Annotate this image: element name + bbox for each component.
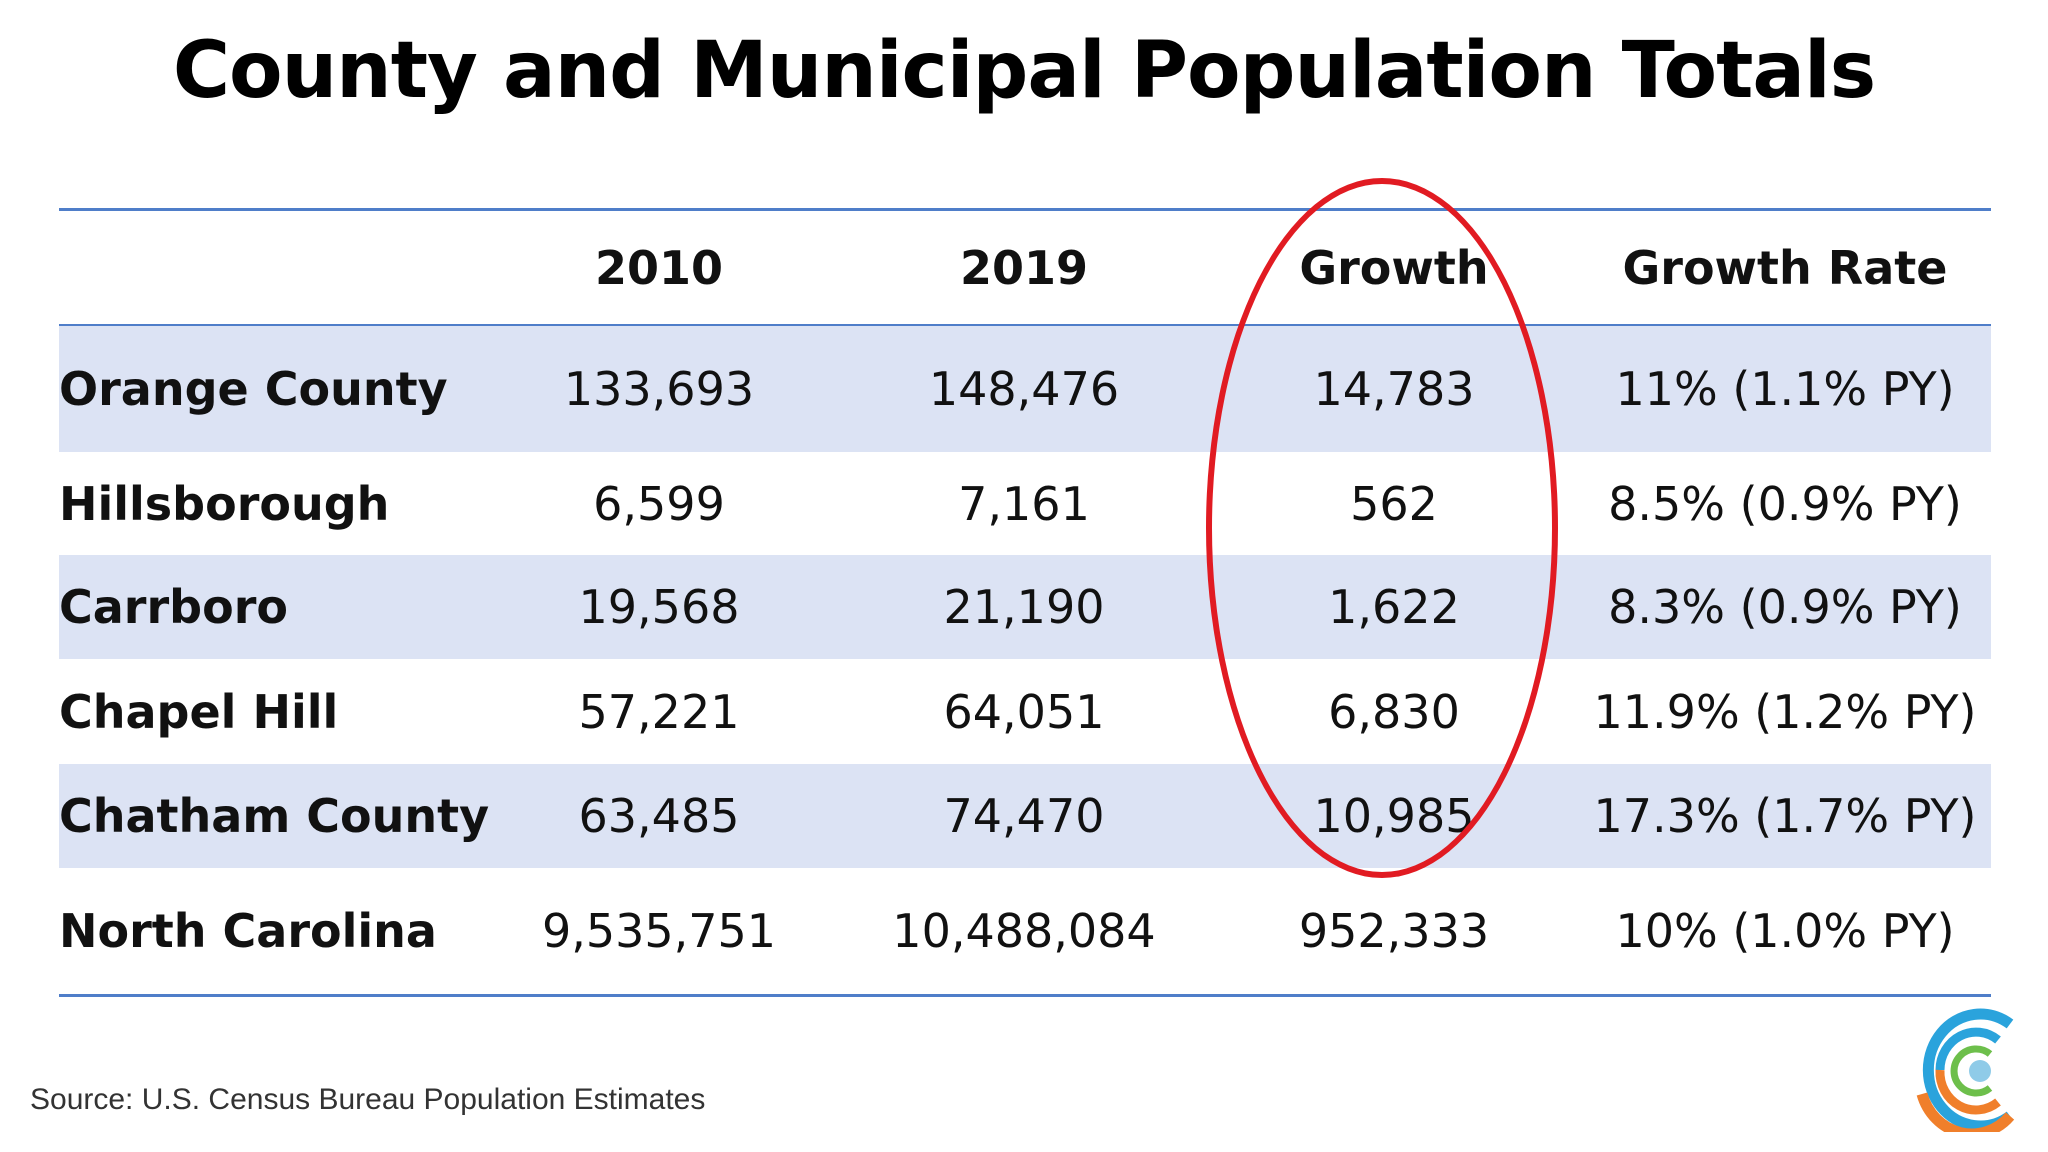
row-growth-rate: 8.3% (0.9% PY) [1608,580,1962,634]
row-name: Chapel Hill [59,684,339,739]
header-growth: Growth [1299,240,1489,295]
table-header-row: 2010 2019 Growth Growth Rate [59,211,1991,324]
table-top-rule [59,208,1991,211]
row-growth: 10,985 [1313,789,1475,843]
row-name: North Carolina [59,904,437,958]
table-bottom-rule [59,994,1991,997]
header-2019: 2019 [959,240,1089,295]
row-growth: 6,830 [1328,684,1460,739]
header-2010: 2010 [594,240,724,295]
row-name: Chatham County [59,789,490,843]
row-2010: 19,568 [578,580,740,634]
row-growth: 14,783 [1313,362,1475,416]
row-2019: 7,161 [958,476,1090,531]
row-2019: 148,476 [928,362,1120,416]
row-growth-rate: 11% (1.1% PY) [1615,362,1955,416]
row-2010: 133,693 [563,362,755,416]
row-growth-rate: 11.9% (1.2% PY) [1593,684,1977,739]
row-growth: 1,622 [1328,580,1460,634]
table-row: Chatham County 63,485 74,470 10,985 17.3… [59,764,1991,868]
row-2019: 64,051 [943,684,1105,739]
row-2010: 57,221 [578,684,740,739]
row-2010: 63,485 [578,789,740,843]
row-name: Orange County [59,362,448,416]
row-name: Hillsborough [59,476,390,531]
row-2019: 74,470 [943,789,1105,843]
table-row: North Carolina 9,535,751 10,488,084 952,… [59,868,1991,994]
row-name: Carrboro [59,580,288,634]
source-note: Source: U.S. Census Bureau Population Es… [30,1083,706,1116]
row-2010: 9,535,751 [541,904,777,958]
page-title: County and Municipal Population Totals [172,26,1876,116]
header-growth-rate: Growth Rate [1622,240,1948,295]
row-2019: 10,488,084 [892,904,1156,958]
concentric-c-logo-icon [1916,1008,2015,1132]
table-row: Chapel Hill 57,221 64,051 6,830 11.9% (1… [59,659,1991,764]
row-2019: 21,190 [943,580,1105,634]
row-growth-rate: 17.3% (1.7% PY) [1593,789,1977,843]
table-row: Hillsborough 6,599 7,161 562 8.5% (0.9% … [59,452,1991,555]
row-growth-rate: 10% (1.0% PY) [1615,904,1955,958]
row-2010: 6,599 [593,476,725,531]
row-growth: 562 [1350,476,1438,531]
row-growth-rate: 8.5% (0.9% PY) [1608,476,1962,531]
table-row: Carrboro 19,568 21,190 1,622 8.3% (0.9% … [59,555,1991,659]
row-growth: 952,333 [1298,904,1490,958]
table-row: Orange County 133,693 148,476 14,783 11%… [59,326,1991,452]
table-header-rule [59,324,1991,326]
